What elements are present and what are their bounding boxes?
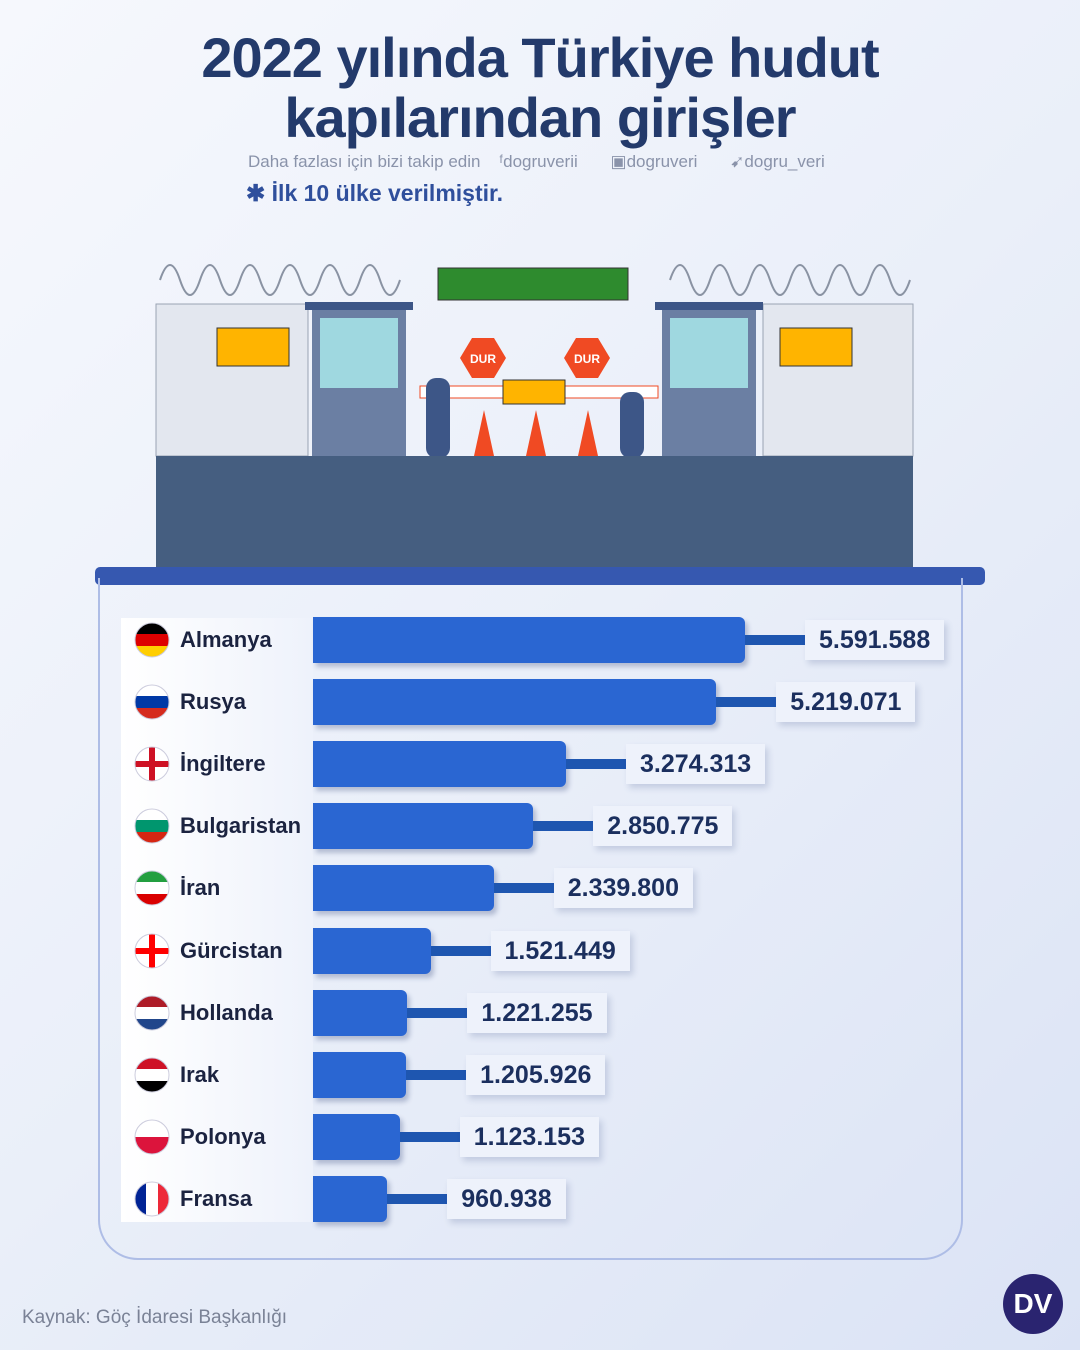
country-label: Hollanda: [180, 999, 273, 1025]
value-label: 2.339.800: [553, 868, 693, 909]
country-label: Irak: [180, 1061, 220, 1087]
twitter-handle: dogru_veri: [744, 152, 825, 171]
country-label: Bulgaristan: [180, 813, 302, 839]
bar: [313, 803, 534, 850]
bar-connector: [565, 759, 626, 770]
value-label: 1.521.449: [490, 930, 630, 971]
stop-sign-left: [460, 338, 506, 378]
bar-connector: [406, 1069, 467, 1080]
bar: [313, 989, 408, 1036]
social-links: Daha fazlası için bizi takip edin ᶠdogru…: [248, 152, 853, 172]
dogruveri-logo: DV: [1003, 1274, 1063, 1334]
flag-icon: [134, 1119, 170, 1155]
value-label: 5.591.588: [805, 620, 945, 660]
bar-connector: [399, 1131, 460, 1142]
instagram-handle: dogruveri: [626, 152, 698, 171]
facebook-handle: dogruverii: [503, 152, 578, 171]
bar-connector: [745, 635, 805, 645]
bar: [313, 1113, 400, 1160]
facebook-link[interactable]: ᶠdogruverii: [499, 152, 578, 171]
country-label: Fransa: [180, 1185, 253, 1211]
follow-text: Daha fazlası için bizi takip edin: [248, 152, 481, 171]
country-label: İngiltere: [180, 751, 266, 777]
value-label: 960.938: [447, 1178, 566, 1219]
bar: [313, 679, 717, 726]
chart-shelf: [95, 567, 985, 585]
border-gate-illustration: DUR DUR: [155, 264, 914, 568]
bar: [313, 1051, 407, 1098]
value-label: 5.219.071: [776, 682, 916, 723]
stop-sign-left-text: DUR: [470, 352, 496, 366]
bar-connector: [533, 821, 594, 832]
instagram-link[interactable]: ▣dogruveri: [610, 152, 698, 171]
ground: [156, 456, 913, 568]
bar-connector: [430, 945, 491, 956]
country-label: Rusya: [180, 689, 247, 715]
flag-icon: [134, 622, 170, 658]
flag-icon: [134, 1057, 170, 1093]
bar: [313, 741, 566, 788]
stop-sign-right-text: DUR: [574, 352, 600, 366]
flag-icon: [134, 808, 170, 844]
bar: [313, 1175, 388, 1222]
flag-icon: [134, 684, 170, 720]
bar: [313, 927, 431, 974]
country-label: Gürcistan: [180, 937, 283, 963]
green-sign: [437, 267, 629, 301]
barbed-wire: [159, 264, 911, 296]
value-label: 3.274.313: [625, 744, 766, 785]
bar: [313, 617, 745, 663]
fence-right: [762, 303, 914, 457]
flag-icon: [134, 933, 170, 968]
bar-connector: [716, 697, 777, 708]
bar-connector: [493, 883, 554, 894]
bar-connector: [387, 1193, 448, 1204]
flag-icon: [134, 995, 170, 1031]
bar-connector: [407, 1007, 468, 1018]
title-line-2: kapılarından girişler: [284, 86, 796, 149]
value-label: 2.850.775: [593, 806, 733, 847]
flag-icon: [134, 1181, 170, 1217]
country-label: İran: [180, 875, 221, 901]
stop-sign-right: [564, 338, 610, 378]
value-label: 1.123.153: [459, 1116, 599, 1157]
country-label: Almanya: [180, 627, 272, 652]
title-line-1: 2022 yılında Türkiye hudut: [201, 26, 879, 89]
page-title: 2022 yılında Türkiye hudut kapılarından g…: [0, 28, 1080, 148]
bar: [313, 865, 494, 912]
value-label: 1.205.926: [466, 1054, 606, 1095]
note: ✱ İlk 10 ülke verilmiştir.: [246, 180, 504, 206]
twitter-link[interactable]: ➹dogru_veri: [730, 152, 825, 171]
flag-icon: [134, 870, 170, 906]
value-label: 1.221.255: [467, 992, 607, 1033]
source-text: Kaynak: Göç İdaresi Başkanlığı: [22, 1307, 288, 1328]
chart-panel: [98, 578, 963, 1260]
flag-icon: [134, 746, 170, 782]
country-label: Polonya: [180, 1123, 266, 1149]
traffic-cones: [474, 410, 598, 456]
fence-left: [155, 303, 309, 457]
